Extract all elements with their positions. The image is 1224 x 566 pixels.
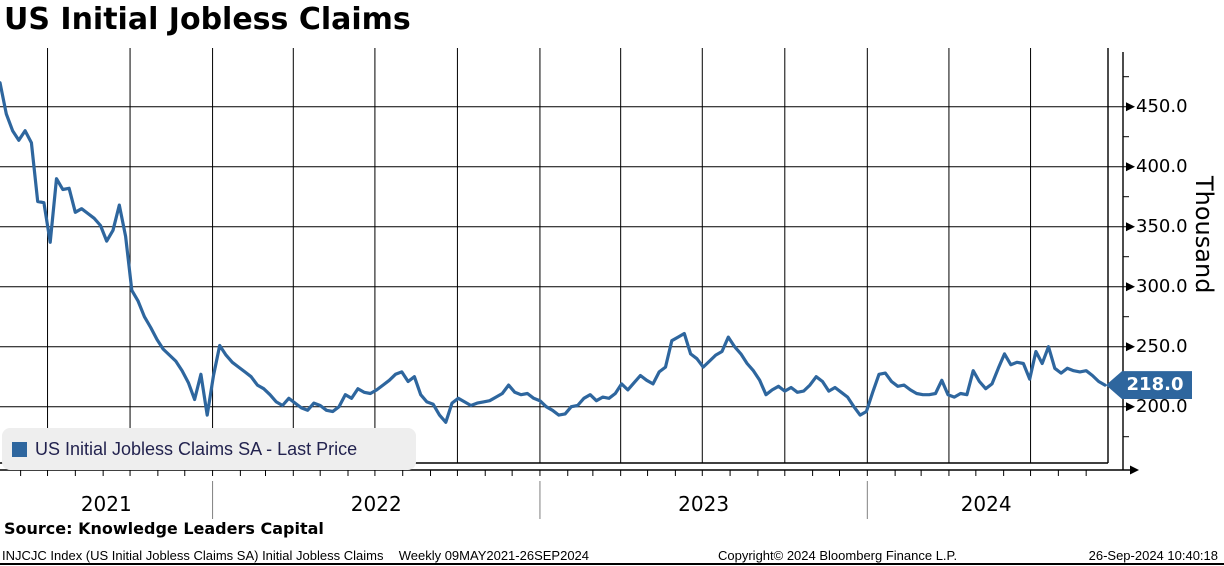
y-axis-tick-label: 200.0: [1136, 395, 1188, 417]
footer-periodicity-text: Weekly 09MAY2021-26SEP2024: [398, 548, 590, 563]
x-axis-year-label: 2021: [80, 492, 132, 516]
y-axis-tick-arrow: [1126, 222, 1135, 232]
legend-swatch-icon: [12, 441, 27, 457]
y-axis-tick-arrow: [1126, 282, 1135, 292]
y-axis-tick-arrow: [1126, 402, 1135, 412]
bottom-divider: [0, 563, 1224, 565]
footer-instrument-text: INJCJC Index (US Initial Jobless Claims …: [2, 548, 384, 563]
x-axis-year-label: 2024: [960, 492, 1012, 516]
last-price-badge: 218.0: [1106, 371, 1192, 400]
source-note: Source: Knowledge Leaders Capital: [4, 519, 324, 538]
chart-title: US Initial Jobless Claims: [4, 2, 411, 37]
x-axis-year-label: 2022: [350, 492, 402, 516]
y-axis-tick-arrow: [1126, 102, 1135, 112]
legend[interactable]: US Initial Jobless Claims SA - Last Pric…: [2, 428, 416, 470]
x-axis-year-label: 2023: [678, 492, 730, 516]
footer-instrument: INJCJC Index (US Initial Jobless Claims …: [2, 548, 589, 563]
y-axis-tick-label: 400.0: [1136, 155, 1188, 177]
y-axis-tick-arrow: [1126, 162, 1135, 172]
x-axis-arrow: [1130, 465, 1139, 475]
y-axis-tick-arrow: [1126, 342, 1135, 352]
y-axis-unit-label: Thousand: [1190, 176, 1218, 294]
legend-series-label: US Initial Jobless Claims SA - Last Pric…: [35, 438, 358, 459]
y-axis-tick-label: 300.0: [1136, 275, 1188, 297]
y-axis-tick-label: 350.0: [1136, 215, 1188, 237]
footer-copyright: Copyright© 2024 Bloomberg Finance L.P.: [718, 548, 958, 563]
footer-timestamp: 26-Sep-2024 10:40:18: [1088, 548, 1218, 563]
y-axis-tick-label: 250.0: [1136, 335, 1188, 357]
price-line: [0, 81, 1107, 424]
y-axis-tick-label: 450.0: [1136, 95, 1188, 117]
